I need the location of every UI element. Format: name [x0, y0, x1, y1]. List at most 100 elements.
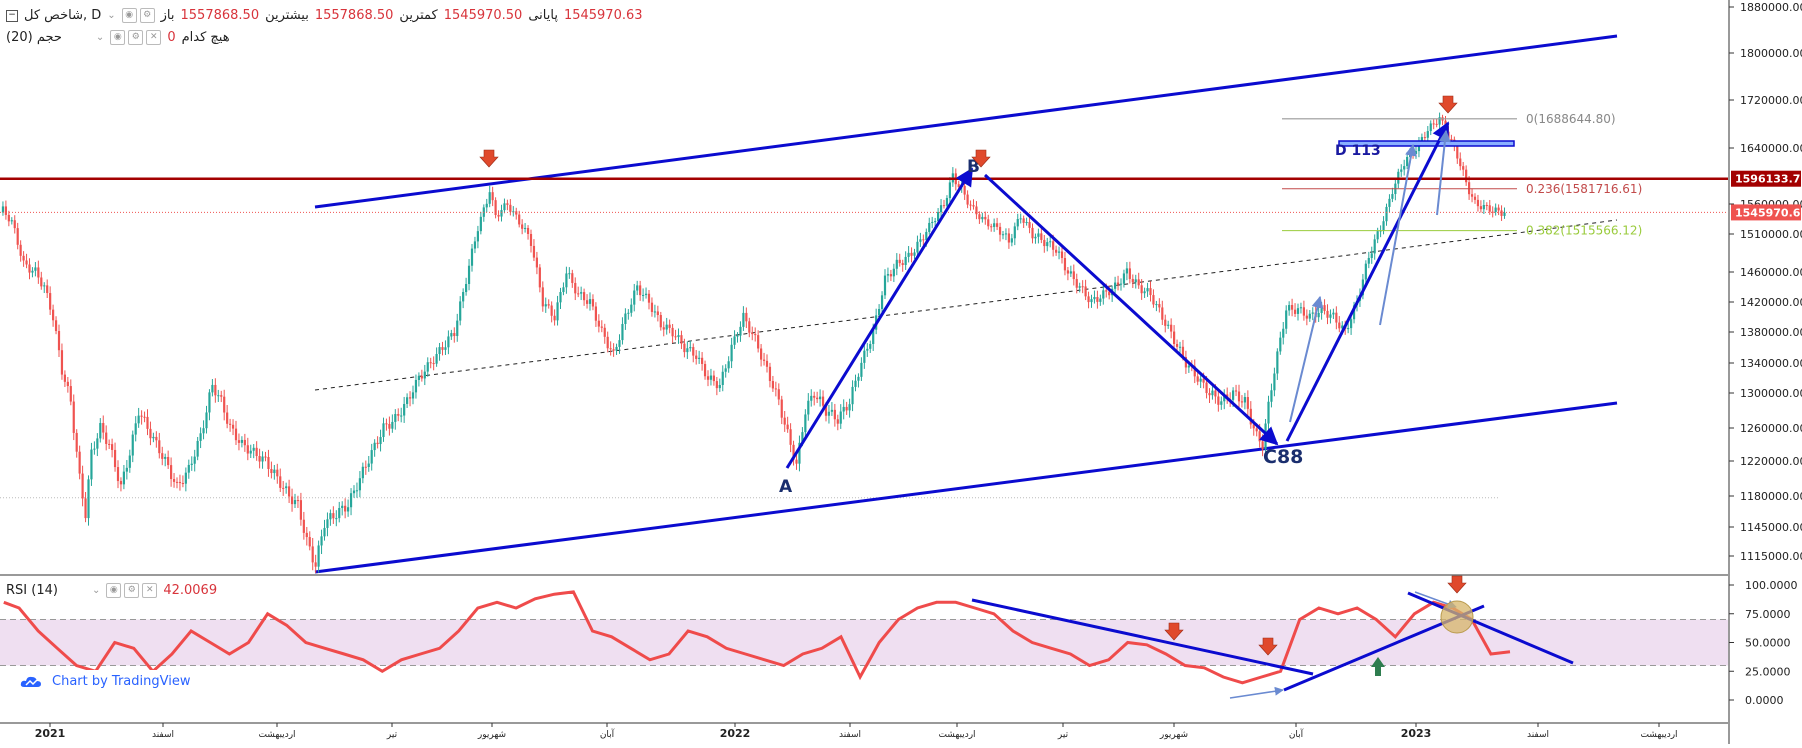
arrow-c-subleg-3[interactable] [1436, 129, 1451, 216]
candle-body [116, 467, 120, 482]
candle-body [1193, 366, 1196, 377]
fib-label-0: 0(1688644.80) [1526, 112, 1616, 126]
candle-body [302, 519, 305, 533]
candle-body [715, 381, 718, 389]
candle-body [1282, 328, 1285, 338]
settings-icon[interactable]: ⚙ [139, 8, 155, 23]
candle-body [1291, 305, 1294, 310]
chevron-down-icon[interactable]: ⌄ [91, 585, 101, 596]
candle-body [1013, 226, 1016, 239]
volume-label[interactable]: حجم (20) [6, 30, 62, 45]
label-c: C88 [1263, 446, 1303, 468]
candle-body [1143, 291, 1146, 294]
arrow-a-to-b[interactable] [785, 167, 974, 469]
candle-body [1350, 319, 1353, 329]
candle-body [987, 219, 990, 227]
candle-body [1084, 286, 1087, 297]
arrow-c-subleg-1[interactable] [1289, 295, 1324, 423]
candle-body [394, 414, 397, 422]
candle-body [131, 434, 134, 456]
candle-body [1234, 390, 1238, 392]
tradingview-badge[interactable]: Chart by TradingView [12, 670, 199, 693]
candle-body [901, 263, 904, 265]
candle-body [258, 456, 261, 462]
candle-body [535, 257, 538, 268]
candle-body [777, 389, 780, 400]
d-rectangle[interactable] [1338, 140, 1515, 147]
candle-body [202, 428, 205, 434]
candle-body [1450, 138, 1453, 140]
settings-icon[interactable]: ⚙ [124, 583, 140, 598]
candle-body [134, 423, 137, 435]
channel-lower-line[interactable] [314, 401, 1618, 574]
rsi-highlight-circle[interactable] [1440, 600, 1474, 634]
volume-actions[interactable]: ◉ ⚙ ✕ [110, 30, 162, 45]
arrow-c-to-d[interactable] [1285, 121, 1450, 442]
chevron-down-icon[interactable]: ⌄ [107, 10, 116, 21]
rsi-actions[interactable]: ◉ ⚙ ✕ [106, 583, 158, 598]
close-icon[interactable]: ✕ [146, 30, 162, 45]
collapse-icon[interactable]: − [6, 9, 18, 22]
rsi-divergence-arrow[interactable] [1229, 686, 1284, 699]
candle-body [81, 473, 84, 499]
legend-high-value: 1557868.50 [314, 8, 394, 23]
candle-body [674, 336, 677, 338]
candle-body [465, 283, 468, 293]
legend-actions[interactable]: ◉ ⚙ [121, 8, 155, 23]
price-axis-label: 1380000.00 [1740, 326, 1802, 339]
candle-body [1131, 278, 1134, 283]
close-icon[interactable]: ✕ [142, 583, 158, 598]
rsi-downtrend-line[interactable] [971, 598, 1314, 676]
candle-body [1479, 206, 1482, 210]
candle-body [1285, 310, 1288, 329]
candle-body [172, 479, 176, 482]
candle-body [1173, 331, 1176, 345]
channel-midline[interactable] [314, 219, 1618, 391]
candle-body [1214, 390, 1217, 397]
candle-body [1296, 308, 1300, 314]
candle-body [792, 444, 795, 460]
candle-body [46, 285, 49, 294]
eye-icon[interactable]: ◉ [121, 8, 137, 23]
candle-body [1273, 373, 1276, 391]
eye-icon[interactable]: ◉ [106, 583, 122, 598]
candle-body [931, 221, 934, 223]
eye-icon[interactable]: ◉ [110, 30, 126, 45]
chevron-down-icon[interactable]: ⌄ [95, 32, 105, 43]
volume-ma-value: 0 [167, 30, 176, 45]
candle-body [1063, 257, 1067, 271]
arrow-b-to-c[interactable] [983, 173, 1279, 446]
candle-body [1432, 123, 1435, 125]
settings-icon[interactable]: ⚙ [128, 30, 144, 45]
candle-body [414, 379, 418, 393]
candle-body [1320, 305, 1323, 313]
candle-body [662, 327, 665, 330]
candle-body [31, 270, 34, 273]
candle-body [757, 335, 760, 349]
candle-body [10, 220, 13, 222]
rsi-label[interactable]: RSI (14) [6, 583, 58, 598]
candle-body [1323, 305, 1326, 311]
legend-symbol[interactable]: شاخص کل, D [24, 8, 102, 23]
candle-body [1491, 211, 1494, 213]
rsi-recent-downtrend-line[interactable] [1407, 591, 1574, 665]
candle-body [580, 292, 583, 294]
candle-body [1473, 196, 1477, 200]
candle-body [612, 349, 615, 351]
legend-high-label: بیشترین [265, 8, 309, 23]
candle-body [1370, 253, 1373, 258]
price-axis-label: 1880000.00 [1740, 1, 1802, 14]
candle-body [190, 463, 193, 465]
candle-body [1164, 319, 1167, 326]
candle-body [1072, 271, 1075, 280]
candle-body [1, 206, 5, 213]
rsi-line[interactable] [3, 590, 1511, 685]
candle-body [459, 301, 462, 321]
candle-body [1037, 233, 1040, 237]
candle-body [978, 214, 981, 220]
candle-body [686, 348, 689, 353]
candle-body [541, 287, 544, 307]
arrow-c-subleg-2[interactable] [1379, 143, 1417, 326]
